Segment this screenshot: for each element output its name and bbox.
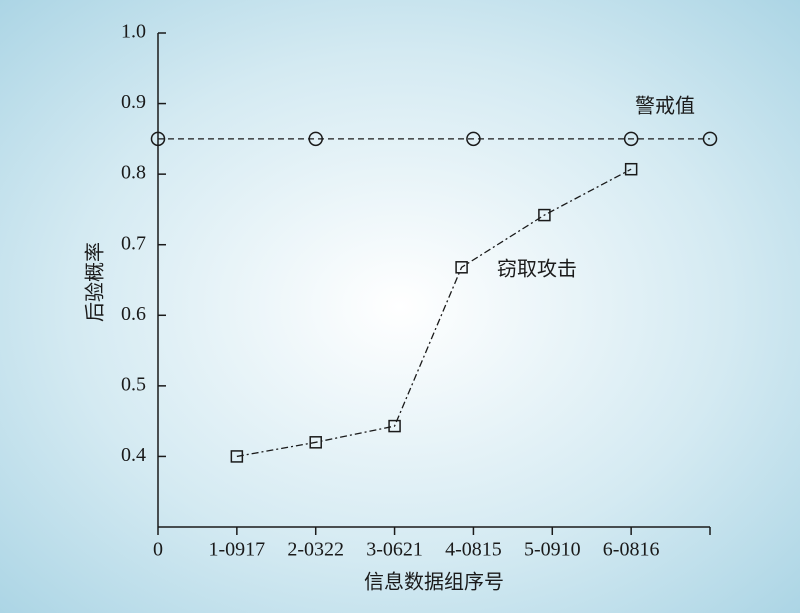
marker — [308, 131, 323, 147]
x-tick-label: 0 — [153, 539, 163, 561]
y-axis-label: 后验概率 — [83, 242, 107, 322]
y-tick-label: 0.6 — [121, 303, 146, 325]
x-tick-label: 6-0816 — [603, 539, 660, 561]
marker — [388, 419, 401, 433]
y-tick-label: 0.5 — [121, 373, 146, 395]
marker — [466, 131, 481, 147]
y-tick-label: 0.4 — [121, 444, 146, 466]
marker — [455, 261, 468, 274]
y-tick-label: 0.7 — [121, 232, 146, 254]
marker — [309, 436, 322, 449]
x-axis-label: 信息数据组序号 — [364, 570, 504, 594]
series-label: 窃取攻击 — [497, 257, 577, 281]
x-tick-label: 3-0621 — [366, 539, 423, 561]
marker — [230, 450, 244, 463]
x-tick-label: 5-0910 — [524, 539, 581, 561]
marker — [702, 131, 718, 147]
series-line — [236, 168, 632, 458]
x-tick-label: 1-0917 — [209, 539, 266, 561]
y-tick-label: 0.9 — [121, 91, 146, 113]
marker — [623, 131, 639, 147]
y-tick-label: 0.8 — [121, 162, 146, 184]
x-tick-label: 2-0322 — [287, 539, 344, 561]
x-tick-label: 4-0815 — [445, 539, 502, 561]
marker — [538, 208, 551, 222]
marker — [150, 131, 166, 147]
y-tick-label: 1.0 — [121, 21, 146, 43]
marker — [624, 162, 638, 176]
series-label: 警戒值 — [635, 94, 695, 118]
